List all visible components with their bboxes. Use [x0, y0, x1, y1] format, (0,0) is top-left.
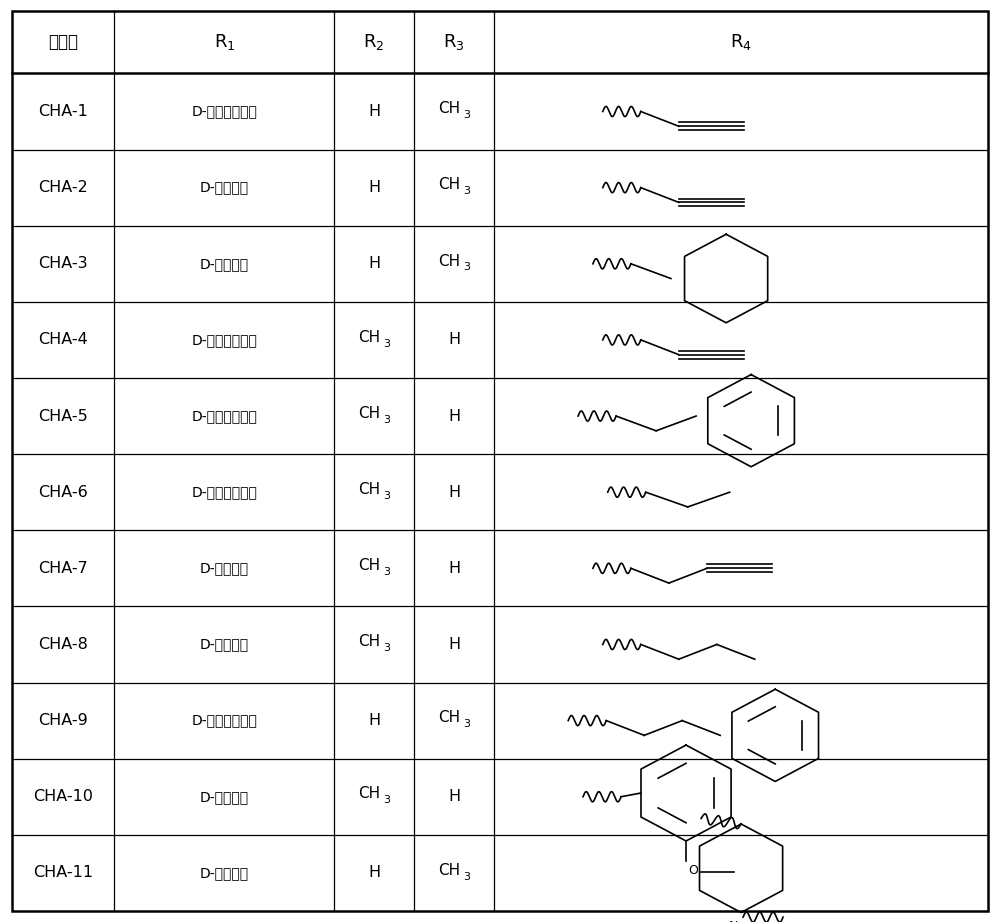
- Text: D-葡萄糖基: D-葡萄糖基: [200, 181, 249, 195]
- Text: CH: CH: [358, 558, 380, 573]
- Text: CHA-9: CHA-9: [38, 713, 88, 728]
- Text: CH: CH: [358, 406, 380, 420]
- Text: CH: CH: [358, 330, 380, 345]
- Text: 3: 3: [384, 491, 391, 501]
- Text: CHA-3: CHA-3: [38, 256, 88, 271]
- Text: D-半乳糖醇酸基: D-半乳糖醇酸基: [191, 333, 257, 347]
- Text: CH: CH: [438, 254, 460, 268]
- Text: 3: 3: [384, 338, 391, 349]
- Text: D-半乳糖醇酸基: D-半乳糖醇酸基: [191, 485, 257, 499]
- Text: R$_2$: R$_2$: [363, 32, 385, 53]
- Text: CH: CH: [438, 710, 460, 726]
- Text: H: H: [448, 561, 460, 576]
- Text: D-葡萄糖基: D-葡萄糖基: [200, 866, 249, 880]
- Text: D-半乳糖醇酸基: D-半乳糖醇酸基: [191, 409, 257, 423]
- Text: H: H: [368, 866, 380, 881]
- Text: H: H: [368, 104, 380, 119]
- Text: R$_4$: R$_4$: [730, 32, 752, 53]
- Text: 3: 3: [464, 186, 471, 196]
- Text: O: O: [688, 864, 698, 877]
- Text: 3: 3: [464, 719, 471, 729]
- Text: H: H: [448, 333, 460, 348]
- Text: D-葡萄糖醇酸基: D-葡萄糖醇酸基: [191, 714, 257, 727]
- Text: R$_1$: R$_1$: [214, 32, 235, 53]
- Text: CH: CH: [358, 786, 380, 801]
- Text: 3: 3: [384, 796, 391, 806]
- Text: CHA-11: CHA-11: [33, 866, 93, 881]
- Text: 3: 3: [464, 871, 471, 881]
- Text: CHA-8: CHA-8: [38, 637, 88, 652]
- Text: CHA-1: CHA-1: [38, 104, 88, 119]
- Text: 3: 3: [464, 111, 471, 120]
- Text: 3: 3: [384, 567, 391, 577]
- Text: 3: 3: [384, 415, 391, 425]
- Text: 3: 3: [464, 263, 471, 273]
- Text: H: H: [368, 180, 380, 195]
- Text: D-葡萄糖醇酸基: D-葡萄糖醇酸基: [191, 104, 257, 119]
- Text: H: H: [368, 713, 380, 728]
- Text: CH: CH: [438, 177, 460, 193]
- Text: CHA-5: CHA-5: [38, 408, 88, 423]
- Text: R$_3$: R$_3$: [443, 32, 465, 53]
- Text: CHA-7: CHA-7: [38, 561, 88, 576]
- Text: CH: CH: [358, 482, 380, 497]
- Text: CH: CH: [358, 634, 380, 649]
- Text: 3: 3: [384, 644, 391, 653]
- Text: CHA-6: CHA-6: [38, 485, 88, 500]
- Text: CH: CH: [438, 101, 460, 116]
- Text: D-半乳糖基: D-半乳糖基: [200, 637, 249, 652]
- Text: H: H: [368, 256, 380, 271]
- Text: D-半乳糖基: D-半乳糖基: [200, 561, 249, 575]
- Text: H: H: [448, 789, 460, 804]
- Text: CHA-2: CHA-2: [38, 180, 88, 195]
- Text: CHA-4: CHA-4: [38, 333, 88, 348]
- Text: H: H: [448, 485, 460, 500]
- Text: 衍生物: 衍生物: [48, 33, 78, 52]
- Text: CHA-10: CHA-10: [33, 789, 93, 804]
- Text: H: H: [448, 637, 460, 652]
- Text: D-葡萄糖基: D-葡萄糖基: [200, 257, 249, 271]
- Text: D-半乳糖基: D-半乳糖基: [200, 790, 249, 804]
- Text: H: H: [448, 408, 460, 423]
- Text: N: N: [728, 920, 738, 922]
- Text: CH: CH: [438, 863, 460, 878]
